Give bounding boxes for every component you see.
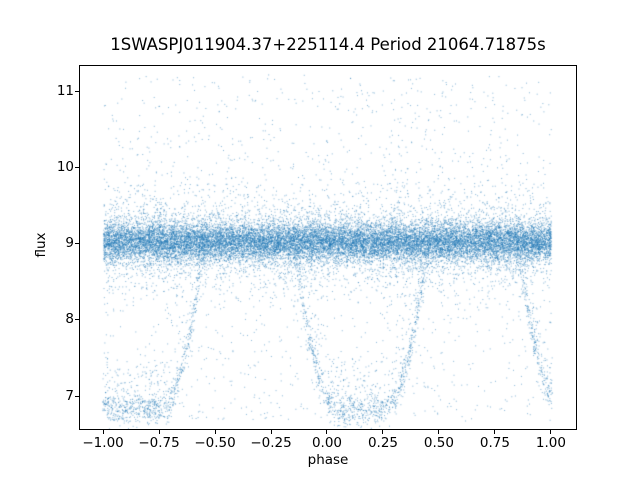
- chart-title: 1SWASPJ011904.37+225114.4 Period 21064.7…: [110, 35, 546, 54]
- x-tick-mark: [550, 430, 552, 434]
- x-tick-mark: [158, 430, 160, 434]
- x-tick-mark: [438, 430, 440, 434]
- y-tick-mark: [75, 243, 79, 245]
- x-tick-label: −0.50: [194, 435, 236, 451]
- x-tick-mark: [214, 430, 216, 434]
- y-tick-mark: [75, 166, 79, 168]
- y-tick-label: 11: [56, 82, 74, 99]
- x-tick-mark: [382, 430, 384, 434]
- x-tick-label: −0.75: [138, 435, 180, 451]
- x-tick-label: 0.25: [367, 435, 398, 451]
- x-tick-mark: [494, 430, 496, 434]
- x-tick-label: 0.50: [423, 435, 454, 451]
- x-tick-mark: [270, 430, 272, 434]
- x-tick-label: 0.75: [479, 435, 510, 451]
- y-tick-mark: [75, 395, 79, 397]
- x-tick-label: −0.25: [250, 435, 292, 451]
- x-tick-mark: [326, 430, 328, 434]
- x-axis-label: phase: [307, 452, 349, 468]
- y-tick-label: 7: [65, 387, 74, 404]
- plot-area: [79, 65, 577, 430]
- x-tick-label: 0.00: [311, 435, 343, 451]
- scatter-canvas: [80, 66, 576, 429]
- y-tick-label: 10: [56, 158, 74, 175]
- x-tick-label: −1.00: [82, 435, 124, 451]
- x-tick-mark: [102, 430, 104, 434]
- y-tick-mark: [75, 90, 79, 92]
- y-tick-label: 9: [65, 235, 74, 252]
- x-tick-label: 1.00: [535, 435, 566, 451]
- y-tick-mark: [75, 319, 79, 321]
- y-tick-label: 8: [65, 311, 74, 328]
